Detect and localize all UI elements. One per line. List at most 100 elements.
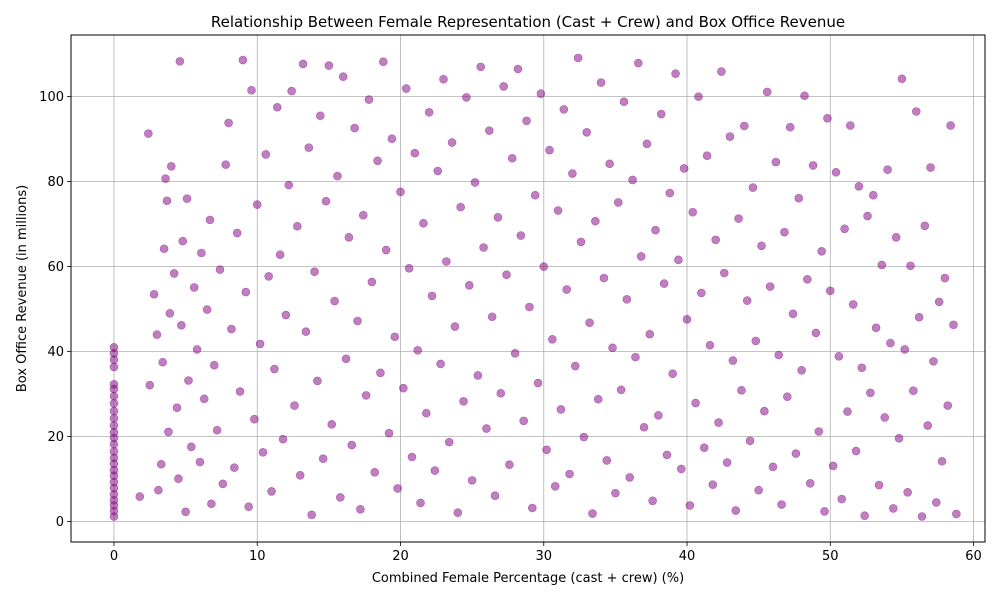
data-point: [341, 354, 351, 364]
data-point: [817, 247, 826, 256]
data-point: [676, 464, 686, 474]
data-point: [353, 316, 362, 326]
data-point: [177, 320, 186, 330]
data-point: [611, 488, 620, 498]
data-point: [284, 180, 294, 190]
data-point: [358, 210, 368, 220]
data-point: [250, 414, 259, 424]
data-point: [327, 419, 337, 429]
data-point: [252, 200, 262, 209]
data-point: [174, 474, 183, 483]
data-point: [943, 401, 953, 410]
data-point: [923, 421, 933, 430]
data-point: [565, 469, 574, 479]
data-point: [281, 310, 291, 320]
data-point: [444, 437, 454, 447]
data-point: [419, 218, 428, 228]
data-point: [765, 282, 775, 291]
data-point: [450, 322, 460, 331]
data-point: [562, 285, 571, 294]
data-point: [244, 502, 253, 512]
data-point: [197, 248, 206, 258]
data-point: [576, 237, 586, 247]
data-point: [636, 252, 646, 261]
data-point: [144, 129, 153, 138]
data-point: [737, 385, 746, 395]
data-point: [516, 231, 526, 240]
data-point: [931, 498, 941, 507]
data-point: [929, 357, 938, 366]
data-point: [533, 378, 543, 388]
data-point: [920, 221, 930, 231]
y-tick-label: 100: [39, 90, 64, 105]
data-point: [639, 422, 649, 432]
data-point: [785, 122, 795, 132]
data-point: [591, 216, 600, 226]
data-point: [109, 343, 119, 352]
data-point: [338, 72, 348, 81]
data-point: [313, 376, 322, 386]
data-point: [187, 442, 196, 452]
data-points: [109, 53, 961, 521]
data-point: [396, 187, 405, 197]
data-point: [344, 232, 354, 242]
data-point: [367, 277, 377, 287]
data-point: [631, 352, 640, 362]
y-tick-label: 20: [47, 430, 64, 445]
data-point: [536, 89, 546, 98]
data-point: [485, 126, 494, 135]
data-point: [570, 361, 580, 371]
data-point: [439, 74, 448, 84]
data-point: [462, 93, 471, 102]
data-point: [109, 380, 119, 389]
data-point: [247, 85, 256, 95]
data-point: [161, 174, 170, 183]
data-point: [616, 385, 626, 395]
data-point: [330, 296, 339, 306]
y-tick-label: 60: [47, 260, 64, 275]
data-point: [906, 261, 915, 271]
data-point: [794, 193, 804, 203]
data-point: [937, 456, 947, 466]
data-point: [903, 487, 912, 497]
data-point: [513, 64, 523, 74]
plot-frame: [70, 34, 986, 543]
data-point: [401, 84, 411, 93]
data-point: [573, 53, 583, 63]
data-point: [880, 413, 890, 422]
data-point: [803, 275, 812, 284]
x-tick-label: 60: [965, 549, 982, 564]
data-point: [496, 388, 506, 398]
data-point: [413, 346, 422, 355]
data-point: [866, 388, 875, 398]
data-point: [917, 512, 927, 521]
data-point: [510, 349, 520, 358]
data-point: [230, 463, 239, 472]
data-point: [456, 202, 465, 212]
data-point: [476, 62, 486, 72]
data-point: [487, 312, 497, 322]
data-point: [659, 279, 669, 288]
data-point: [559, 105, 569, 114]
data-point: [192, 345, 202, 354]
data-point: [762, 87, 772, 97]
data-point: [350, 123, 359, 133]
data-point: [596, 78, 606, 87]
data-point: [399, 383, 408, 393]
data-point: [290, 401, 299, 410]
data-point: [427, 291, 437, 301]
data-point: [301, 327, 311, 336]
data-point: [178, 236, 188, 246]
data-point: [556, 405, 566, 414]
data-point: [685, 501, 695, 510]
data-point: [748, 183, 758, 192]
data-point: [553, 206, 563, 215]
data-point: [109, 391, 119, 401]
data-point: [467, 476, 477, 485]
data-point: [628, 175, 637, 185]
data-point: [221, 160, 231, 169]
data-point: [470, 178, 480, 187]
data-point: [347, 440, 357, 450]
data-point: [634, 58, 643, 68]
